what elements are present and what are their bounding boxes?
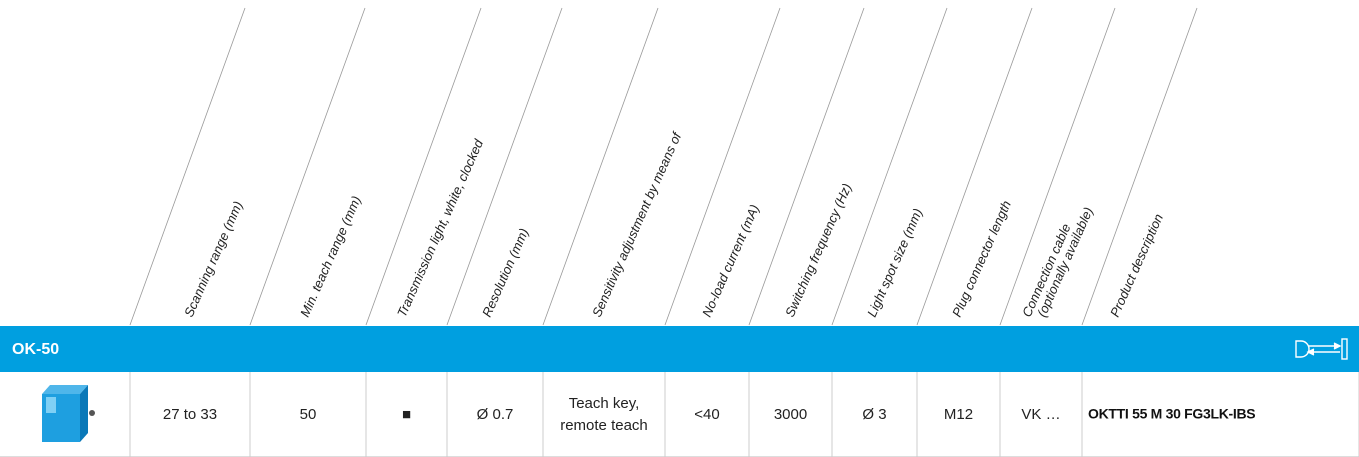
header-divider (542, 7, 659, 326)
cell-text: <40 (694, 406, 719, 423)
header-divider (1081, 7, 1198, 326)
cell-text: 27 to 33 (163, 406, 217, 423)
cell-text: Ø 0.7 (477, 406, 514, 423)
header-divider (249, 7, 366, 326)
cell-text: Ø 3 (862, 406, 886, 423)
header-divider (748, 7, 865, 326)
connector-icon (1295, 338, 1348, 360)
header-divider (365, 7, 482, 326)
header-divider (446, 7, 563, 326)
cell-text: remote teach (560, 417, 648, 434)
header-divider (916, 7, 1033, 326)
cell-text: Teach key, (569, 395, 640, 412)
header-divider (664, 7, 781, 326)
cell-text: VK … (1021, 406, 1060, 423)
cell-text: M12 (944, 406, 973, 423)
header-divider (129, 7, 246, 326)
column-header: Plug connector length (949, 198, 1014, 319)
column-header: Min. teach range (mm) (297, 194, 364, 320)
column-header: Switching frequency (Hz) (782, 181, 854, 319)
column-header: Resolution (mm) (479, 226, 531, 319)
group-title: OK-50 (12, 341, 59, 358)
cell-text: ■ (402, 406, 411, 423)
cell-text: 50 (300, 406, 317, 423)
column-header: Transmission light, white, clocked (394, 136, 486, 319)
column-header: Product description (1107, 211, 1166, 319)
column-header: Light spot size (mm) (864, 206, 925, 319)
product-image (42, 385, 95, 442)
product-description: OKTTI 55 M 30 FG3LK-IBS (1088, 406, 1255, 422)
header-divider (831, 7, 948, 326)
column-header: No-load current (mA) (699, 202, 762, 319)
group-band (0, 326, 1359, 372)
header-divider (999, 7, 1116, 326)
cell-text: 3000 (774, 406, 807, 423)
column-header: Scanning range (mm) (181, 199, 246, 319)
